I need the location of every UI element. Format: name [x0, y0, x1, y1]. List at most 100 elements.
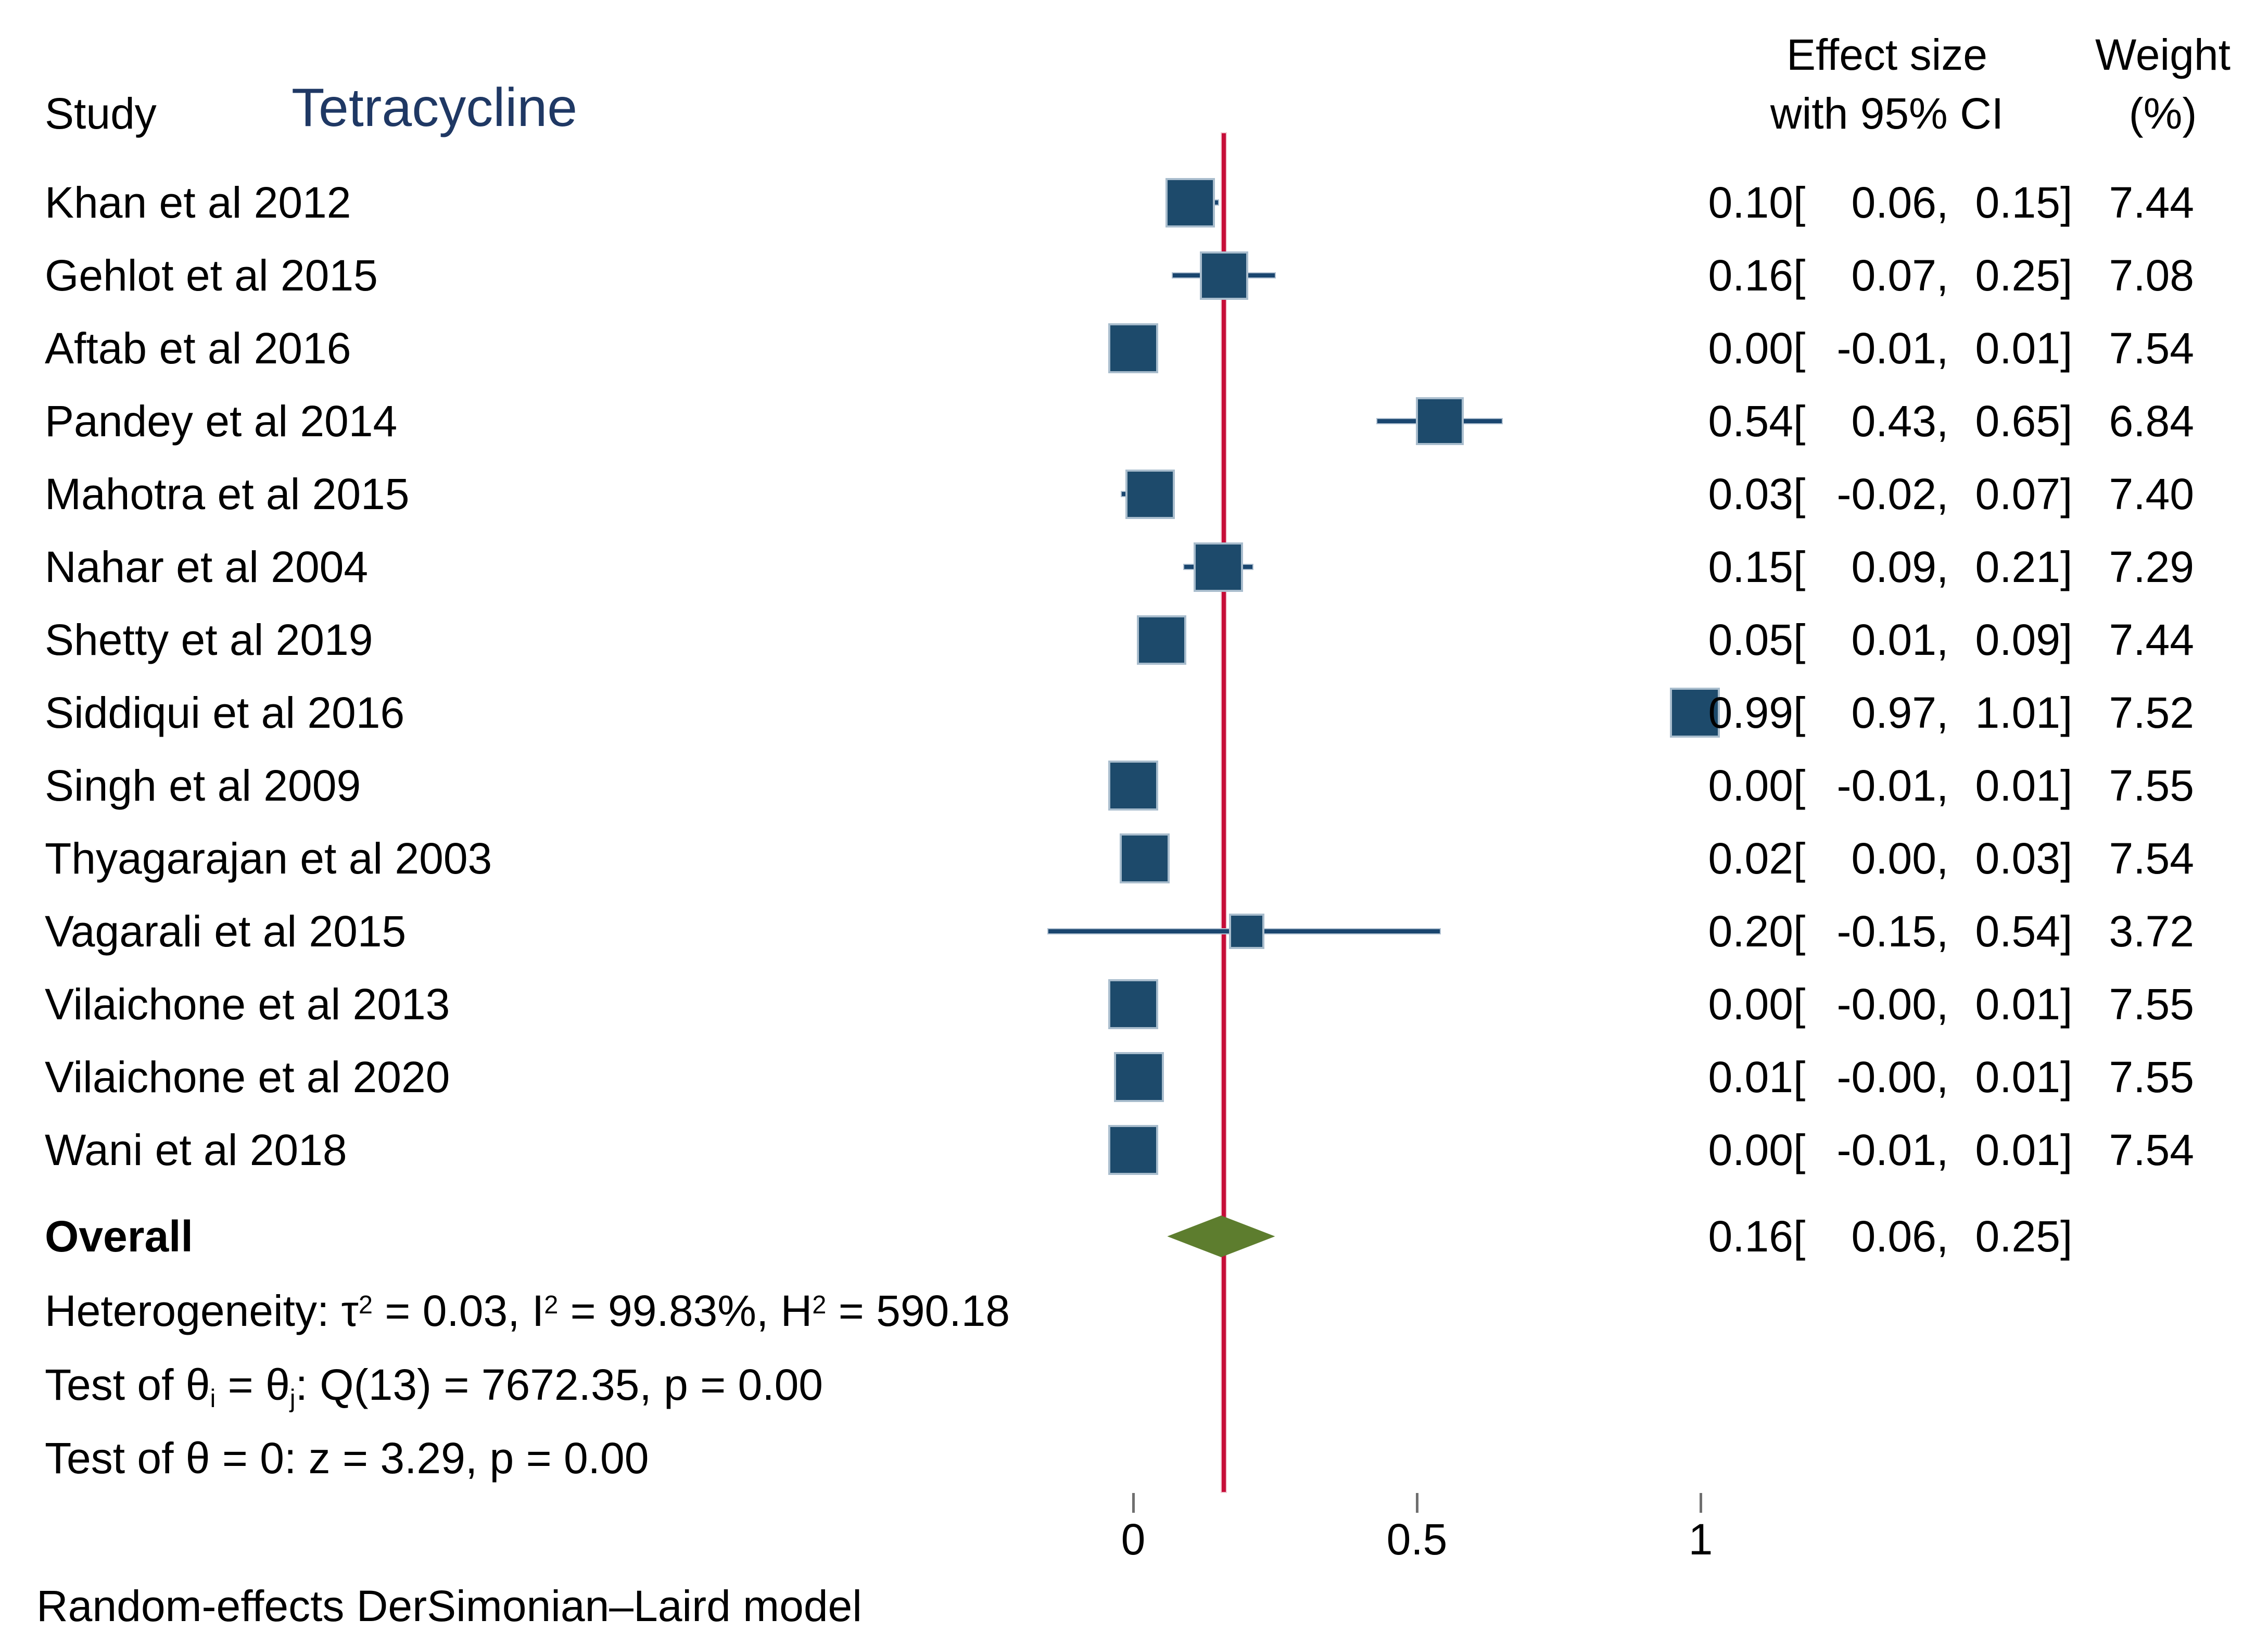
effect-ci-value-cell: [: [1793, 834, 1806, 883]
effect-ci-value-cell: 0.16: [1708, 251, 1794, 300]
effect-ci-value-cell: [: [1793, 470, 1806, 518]
x-axis-tick-label: 0.5: [1386, 1515, 1448, 1564]
effect-ci-value-cell: 0.65: [1975, 397, 2061, 446]
weight-value: 7.44: [2109, 178, 2195, 227]
effect-ci-value-cell: 0.09: [1851, 542, 1937, 591]
effect-ci-value-cell: ]: [2060, 470, 2073, 518]
effect-ci-value-cell: ]: [2060, 980, 2073, 1029]
x-axis-tick-label: 0: [1121, 1515, 1146, 1564]
effect-ci-value-cell: 0.06: [1851, 178, 1937, 227]
effect-square: [1199, 251, 1248, 300]
weight-value: 6.84: [2109, 397, 2195, 446]
effect-ci-value-cell: ,: [1936, 324, 1949, 373]
effect-ci-value-cell: ]: [2060, 178, 2073, 227]
effect-ci-value: 0.54[0.43, 0.65]: [1655, 395, 2093, 447]
effect-ci-value-cell: 0.02: [1708, 834, 1794, 883]
effect-ci-value-cell: ]: [2060, 251, 2073, 300]
column-header-weight-line1: Weight: [2095, 30, 2231, 79]
weight-value: 7.54: [2109, 1125, 2195, 1174]
overall-effect-ci-value: 0.16[0.06, 0.25]: [1655, 1210, 2093, 1262]
effect-ci-value-cell: 0.15: [1975, 178, 2061, 227]
effect-ci-value-cell: 0.00: [1851, 834, 1937, 883]
study-label: Siddiqui et al 2016: [45, 688, 405, 737]
effect-ci-value-cell: 1.01: [1975, 688, 2061, 737]
weight-value: 7.52: [2109, 688, 2195, 737]
stat-test-between-segment: : Q(13) = 7672.35, p = 0.00: [295, 1360, 823, 1409]
effect-ci-value-cell: 0.05: [1708, 615, 1794, 664]
overall-effect-ci-value-cell: ,: [1936, 1212, 1949, 1261]
effect-ci-value-cell: ,: [1936, 1125, 1949, 1174]
effect-ci-value-cell: ,: [1936, 397, 1949, 446]
effect-ci-value-cell: [: [1793, 251, 1806, 300]
effect-ci-value-cell: ,: [1936, 834, 1949, 883]
effect-ci-value: 0.99[0.97, 1.01]: [1655, 687, 2093, 739]
effect-ci-value-cell: [: [1793, 615, 1806, 664]
effect-ci-value-cell: ,: [1936, 470, 1949, 518]
test-zero-stats: Test of θ = 0: z = 3.29, p = 0.00: [45, 1432, 826, 1484]
effect-ci-value-cell: 0.01: [1975, 324, 2061, 373]
weight-value: 7.40: [2109, 470, 2195, 518]
effect-ci-value-cell: ]: [2060, 834, 2073, 883]
effect-ci-value-cell: ]: [2060, 397, 2073, 446]
effect-ci-value-cell: [: [1793, 542, 1806, 591]
study-label: Vilaichone et al 2013: [45, 980, 450, 1029]
study-label: Vilaichone et al 2020: [45, 1053, 450, 1102]
effect-square: [1108, 1125, 1158, 1175]
x-axis-tick-label: 1: [1688, 1515, 1713, 1564]
effect-square: [1119, 833, 1170, 883]
stat-test-between-segment: j: [289, 1384, 296, 1413]
x-axis-tick: [1416, 1493, 1418, 1513]
test-between-stats: Test of θi = θj: Q(13) = 7672.35, p = 0.…: [45, 1359, 826, 1413]
effect-ci-value-cell: 0.43: [1851, 397, 1937, 446]
effect-ci-value-cell: 0.15: [1708, 542, 1794, 591]
effect-ci-value-cell: -0.15: [1836, 907, 1936, 956]
study-label: Gehlot et al 2015: [45, 251, 378, 300]
effect-square: [1125, 469, 1175, 519]
overall-effect-ci-value-cell: 0.16: [1708, 1212, 1794, 1261]
column-header-weight-line2: (%): [2128, 89, 2197, 138]
effect-ci-value: 0.20[-0.15, 0.54]: [1655, 905, 2093, 957]
effect-ci-value-cell: 0.25: [1975, 251, 2061, 300]
effect-ci-value: 0.00[-0.01, 0.01]: [1655, 1124, 2093, 1176]
effect-ci-value-cell: ]: [2060, 907, 2073, 956]
effect-ci-value-cell: -0.00: [1836, 980, 1936, 1029]
overall-label: Overall: [45, 1212, 193, 1261]
effect-ci-value-cell: -0.01: [1836, 1125, 1936, 1174]
effect-square: [1108, 323, 1158, 373]
effect-ci-value: 0.00[-0.01, 0.01]: [1655, 760, 2093, 812]
effect-ci-value-cell: 0.01: [1975, 1053, 2061, 1102]
effect-ci-value-cell: ,: [1936, 178, 1949, 227]
weight-value: 7.54: [2109, 324, 2195, 373]
effect-ci-value-cell: 0.00: [1708, 980, 1794, 1029]
effect-ci-value-cell: 0.03: [1975, 834, 2061, 883]
effect-ci-value-cell: 0.54: [1708, 397, 1794, 446]
effect-ci-value-cell: 0.97: [1851, 688, 1937, 737]
effect-square: [1229, 914, 1264, 949]
effect-ci-value-cell: 0.09: [1975, 615, 2061, 664]
study-label: Vagarali et al 2015: [45, 907, 407, 956]
effect-ci-value-cell: 0.07: [1975, 470, 2061, 518]
study-label: Aftab et al 2016: [45, 324, 351, 373]
x-axis-tick: [1700, 1493, 1702, 1513]
stat-test-zero-segment: Test of θ = 0: z = 3.29, p = 0.00: [45, 1434, 649, 1483]
effect-ci-value-cell: 0.54: [1975, 907, 2061, 956]
overall-effect-ci-value-cell: ]: [2060, 1212, 2073, 1261]
stat-heterogeneity-segment: Heterogeneity: τ: [45, 1286, 359, 1335]
effect-ci-value-cell: [: [1793, 907, 1806, 956]
model-note: Random-effects DerSimonian–Laird model: [36, 1581, 862, 1630]
study-label: Singh et al 2009: [45, 761, 361, 810]
effect-ci-value: 0.16[0.07, 0.25]: [1655, 249, 2093, 301]
overall-diamond: [1167, 1216, 1275, 1257]
effect-ci-value-cell: ]: [2060, 1053, 2073, 1102]
effect-ci-value-cell: ]: [2060, 324, 2073, 373]
effect-ci-value-cell: 0.01: [1851, 615, 1937, 664]
stat-heterogeneity-segment: = 99.83%, H: [558, 1286, 813, 1335]
effect-ci-value-cell: 0.01: [1975, 761, 2061, 810]
effect-ci-value-cell: ]: [2060, 542, 2073, 591]
stat-test-between-segment: i: [210, 1384, 216, 1413]
heterogeneity-stats: Heterogeneity: τ2 = 0.03, I2 = 99.83%, H…: [45, 1285, 1010, 1337]
effect-ci-value-cell: -0.01: [1836, 324, 1936, 373]
effect-ci-value: 0.05[0.01, 0.09]: [1655, 614, 2093, 666]
column-header-effect-line2: with 95% CI: [1770, 89, 2004, 138]
stat-heterogeneity-segment: 2: [812, 1290, 827, 1319]
